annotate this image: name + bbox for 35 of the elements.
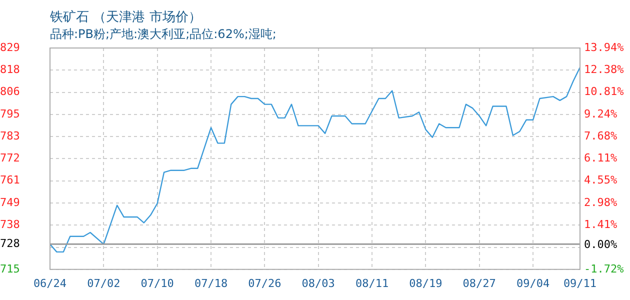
x-tick-label: 07/26 [248, 276, 282, 290]
x-tick-label: 09/11 [563, 276, 597, 290]
chart-subtitle: 品种:PB粉;产地:澳大利亚;品位:62%;湿吨; [50, 26, 276, 43]
y2-tick-label: 6.11% [584, 152, 618, 165]
x-tick-label: 08/27 [462, 276, 496, 290]
y2-tick-label: 0.00% [584, 238, 618, 251]
y-tick-label: 795 [0, 107, 20, 120]
y2-tick-label: 12.38% [584, 62, 624, 76]
x-tick-label: 08/19 [409, 276, 442, 290]
y-tick-label: 749 [0, 196, 20, 209]
x-tick-label: 08/03 [302, 276, 335, 290]
x-tick-label: 08/11 [355, 276, 389, 290]
y2-tick-label: -1.72% [584, 262, 624, 276]
y2-tick-label: 13.94% [584, 40, 624, 54]
y2-tick-label: 1.41% [584, 218, 618, 232]
x-tick-label: 09/04 [516, 276, 550, 290]
y2-tick-label: 7.68% [584, 129, 618, 142]
x-tick-label: 07/02 [87, 276, 120, 290]
x-tick-label: 07/18 [194, 276, 228, 290]
y-tick-label: 772 [0, 152, 20, 165]
y-tick-label: 806 [0, 85, 20, 98]
y2-tick-label: 9.24% [584, 107, 618, 120]
y-tick-label: 818 [0, 63, 20, 76]
y2-tick-label: 4.55% [584, 174, 618, 187]
y2-tick-label: 10.81% [584, 85, 624, 98]
y-tick-label: 738 [0, 218, 20, 231]
y-tick-label: 829 [0, 40, 20, 54]
chart-title: 铁矿石 （天津港 市场价） [50, 9, 202, 26]
y-tick-label: 715 [0, 262, 20, 276]
ref-line-label: 728 [0, 237, 20, 250]
y-tick-label: 761 [0, 174, 20, 187]
x-tick-label: 07/10 [140, 276, 174, 290]
x-tick-label: 06/24 [33, 276, 67, 290]
y2-tick-label: 2.98% [584, 196, 618, 209]
y-tick-label: 783 [0, 129, 20, 142]
